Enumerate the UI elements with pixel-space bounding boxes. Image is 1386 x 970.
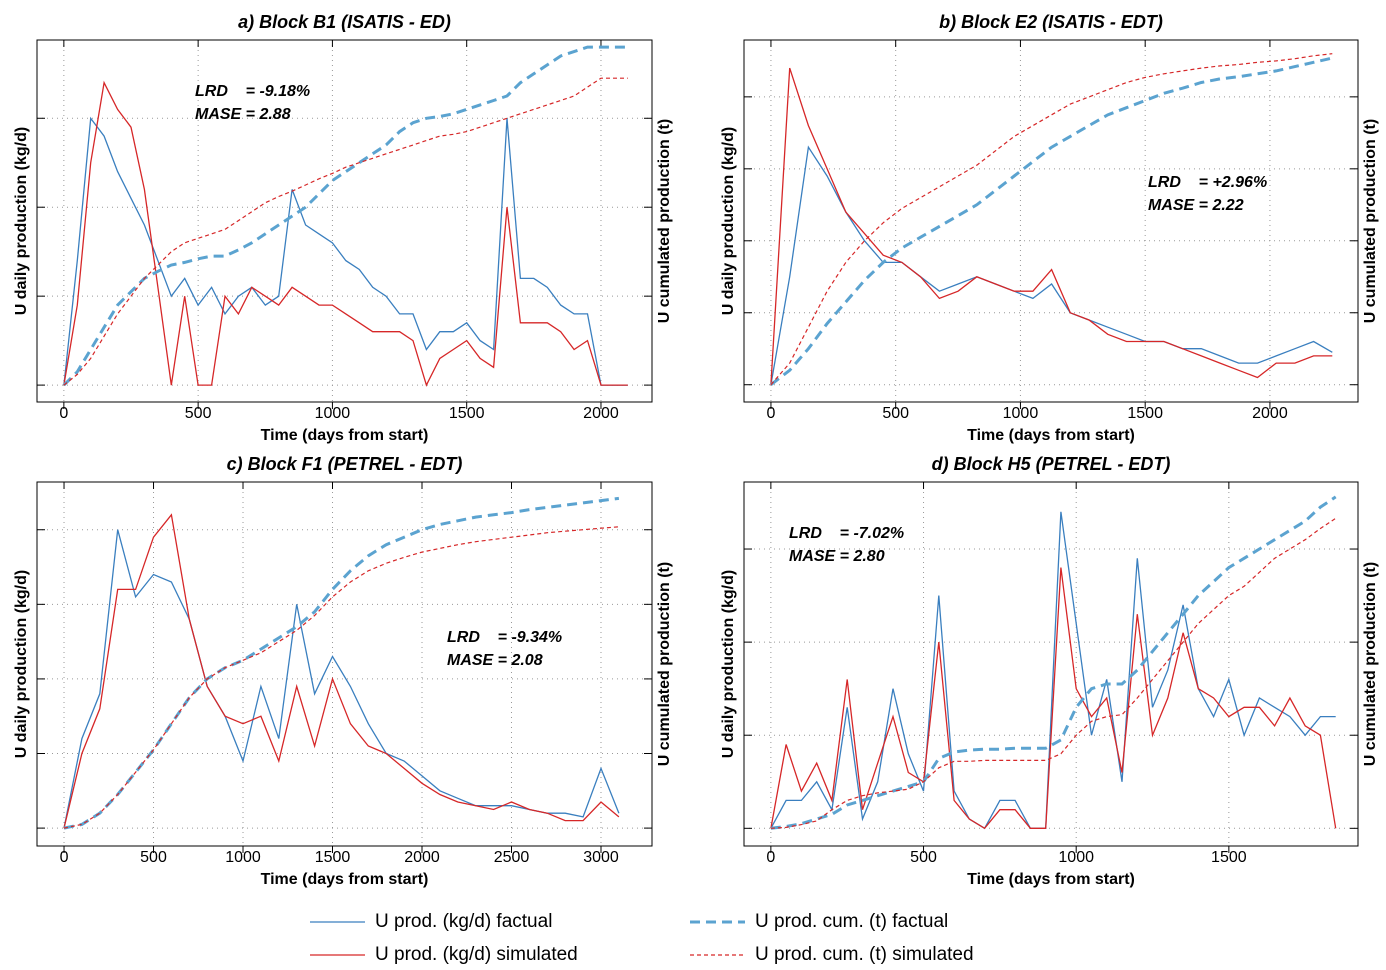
y-axis-label: U daily production (kg/d) bbox=[720, 127, 737, 315]
annotation: LRD = +2.96% bbox=[1148, 174, 1267, 191]
series-line bbox=[770, 511, 1336, 830]
x-axis-label: Time (days from start) bbox=[261, 871, 429, 888]
chart-title: b) Block E2 (ISATIS - EDT) bbox=[939, 12, 1163, 32]
annotation: MASE = 2.80 bbox=[789, 548, 885, 565]
x-tick-label: 2000 bbox=[404, 849, 440, 866]
series-line bbox=[62, 45, 628, 387]
x-tick-label: 1500 bbox=[1211, 849, 1247, 866]
series-line bbox=[769, 56, 1333, 386]
x-tick-label: 1000 bbox=[1003, 405, 1039, 422]
x-tick-label: 1000 bbox=[225, 849, 261, 866]
x-tick-label: 3000 bbox=[583, 849, 619, 866]
series-line bbox=[63, 116, 628, 386]
x-tick-label: 0 bbox=[766, 405, 775, 422]
y2-axis-label: U cumulated production (t) bbox=[656, 562, 673, 766]
x-axis-label: Time (days from start) bbox=[967, 427, 1135, 444]
legend-label: U prod. cum. (t) factual bbox=[755, 911, 948, 932]
series-line bbox=[63, 526, 619, 829]
x-tick-label: 1000 bbox=[315, 405, 351, 422]
x-tick-label: 500 bbox=[140, 849, 167, 866]
x-tick-label: 2000 bbox=[1252, 405, 1288, 422]
x-axis-label: Time (days from start) bbox=[261, 427, 429, 444]
series-line bbox=[63, 513, 620, 829]
series-line bbox=[770, 53, 1333, 386]
series-line bbox=[63, 80, 628, 387]
x-tick-label: 1500 bbox=[449, 405, 485, 422]
annotation: LRD = -9.34% bbox=[447, 629, 562, 646]
series-line bbox=[770, 567, 1337, 830]
y2-axis-label: U cumulated production (t) bbox=[1362, 562, 1379, 766]
legend-label: U prod. cum. (t) simulated bbox=[755, 944, 974, 965]
x-tick-label: 2000 bbox=[583, 405, 619, 422]
chart-title: a) Block B1 (ISATIS - ED) bbox=[238, 12, 451, 32]
y-axis-label: U daily production (kg/d) bbox=[720, 570, 737, 758]
y-axis-label: U daily production (kg/d) bbox=[13, 570, 30, 758]
x-tick-label: 0 bbox=[766, 849, 775, 866]
y-axis-label: U daily production (kg/d) bbox=[13, 127, 30, 315]
x-tick-label: 500 bbox=[910, 849, 937, 866]
chart-title: c) Block F1 (PETREL - EDT) bbox=[227, 454, 463, 474]
series-line bbox=[770, 145, 1333, 385]
x-tick-label: 2500 bbox=[494, 849, 530, 866]
plot-frame bbox=[743, 39, 1359, 403]
series-line bbox=[770, 495, 1337, 830]
annotation: MASE = 2.08 bbox=[447, 652, 543, 669]
x-tick-label: 500 bbox=[185, 405, 212, 422]
annotation: LRD = -9.18% bbox=[195, 83, 310, 100]
legend-label: U prod. (kg/d) factual bbox=[375, 911, 552, 932]
annotation: MASE = 2.88 bbox=[195, 106, 291, 123]
plot-frame bbox=[743, 481, 1359, 847]
annotation: MASE = 2.22 bbox=[1148, 197, 1244, 214]
plot-frame bbox=[36, 39, 653, 403]
series-line bbox=[770, 517, 1337, 829]
x-axis-label: Time (days from start) bbox=[967, 871, 1135, 888]
x-tick-label: 0 bbox=[60, 849, 69, 866]
x-tick-label: 1000 bbox=[1058, 849, 1094, 866]
annotation: LRD = -7.02% bbox=[789, 525, 904, 542]
series-line bbox=[770, 67, 1333, 385]
x-tick-label: 0 bbox=[59, 405, 68, 422]
x-tick-label: 1500 bbox=[1127, 405, 1163, 422]
legend-label: U prod. (kg/d) simulated bbox=[375, 944, 578, 965]
x-tick-label: 500 bbox=[882, 405, 909, 422]
x-tick-label: 1500 bbox=[315, 849, 351, 866]
chart-title: d) Block H5 (PETREL - EDT) bbox=[932, 454, 1171, 474]
plot-frame bbox=[36, 481, 653, 847]
y2-axis-label: U cumulated production (t) bbox=[656, 119, 673, 323]
series-line bbox=[63, 77, 628, 386]
series-line bbox=[63, 496, 620, 830]
y2-axis-label: U cumulated production (t) bbox=[1362, 119, 1379, 323]
